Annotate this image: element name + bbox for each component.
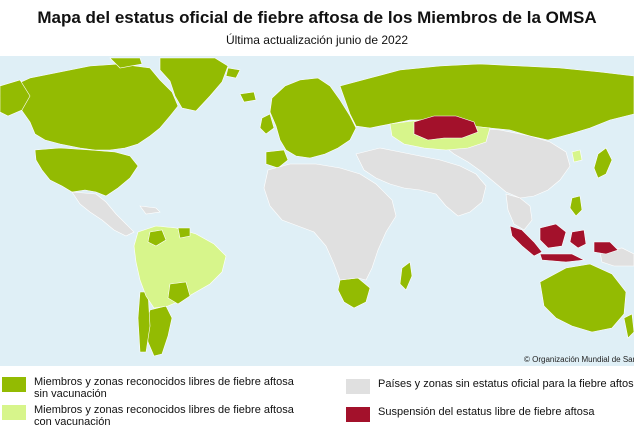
indonesia-java	[539, 253, 586, 263]
legend-label-free-with-vaccination: Miembros y zonas reconocidos libres de f…	[34, 404, 294, 428]
japan	[593, 147, 613, 179]
kazakhstan-suspended	[413, 115, 479, 141]
guyana-zone	[177, 227, 191, 239]
colombia-zone	[147, 229, 167, 247]
korea	[571, 149, 583, 163]
caribbean	[139, 205, 161, 215]
southeast-asia	[505, 193, 533, 231]
greenland	[159, 57, 229, 112]
arctic-island-2	[225, 67, 241, 79]
legend-label-free-without-vaccination: Miembros y zonas reconocidos libres de f…	[34, 376, 294, 400]
southern-africa	[337, 277, 371, 309]
legend-swatch-no-status	[346, 379, 370, 394]
world-map	[0, 56, 634, 366]
africa	[263, 163, 397, 281]
canada	[7, 63, 179, 151]
map-title: Mapa del estatus oficial de fiebre aftos…	[37, 8, 597, 27]
region-no-status	[71, 127, 634, 281]
map-subtitle: Última actualización junio de 2022	[225, 33, 409, 47]
legend-item-suspended: Suspensión del estatus libre de fiebre a…	[346, 406, 594, 422]
world-map-svg	[0, 56, 634, 366]
indonesia-sumatra	[509, 225, 543, 257]
legend-label-suspended: Suspensión del estatus libre de fiebre a…	[378, 406, 595, 418]
legend-label-no-status: Países y zonas sin estatus oficial para …	[378, 378, 634, 390]
british-isles	[259, 113, 275, 135]
philippines	[569, 195, 583, 217]
region-brazil-zones	[147, 227, 191, 305]
middle-east-south-asia	[355, 147, 487, 217]
legend-swatch-suspended	[346, 407, 370, 422]
region-free-without-vaccination	[0, 57, 634, 357]
arctic-island-1	[109, 57, 143, 69]
indonesia-papua	[593, 241, 619, 255]
legend-swatch-free-without-vaccination	[2, 377, 26, 392]
united-states	[34, 147, 139, 197]
madagascar	[399, 261, 413, 291]
legend-item-no-status: Países y zonas sin estatus oficial para …	[346, 378, 634, 394]
indonesia-borneo	[539, 223, 567, 249]
indonesia-sulawesi	[569, 229, 587, 249]
region-suspended	[413, 115, 619, 263]
copyright-notice: © Organización Mundial de Sanidad Animal	[524, 355, 634, 364]
legend-item-free-without-vaccination: Miembros y zonas reconocidos libres de f…	[2, 376, 294, 400]
alaska	[0, 79, 31, 117]
new-zealand	[623, 313, 634, 339]
australia	[539, 263, 627, 333]
mexico-central-america	[71, 191, 135, 237]
iceland	[239, 91, 257, 103]
europe	[269, 77, 357, 159]
legend-swatch-free-with-vaccination	[2, 405, 26, 420]
iberia	[265, 149, 289, 169]
legend-item-free-with-vaccination: Miembros y zonas reconocidos libres de f…	[2, 404, 294, 428]
brazil-south-zone	[167, 281, 191, 305]
